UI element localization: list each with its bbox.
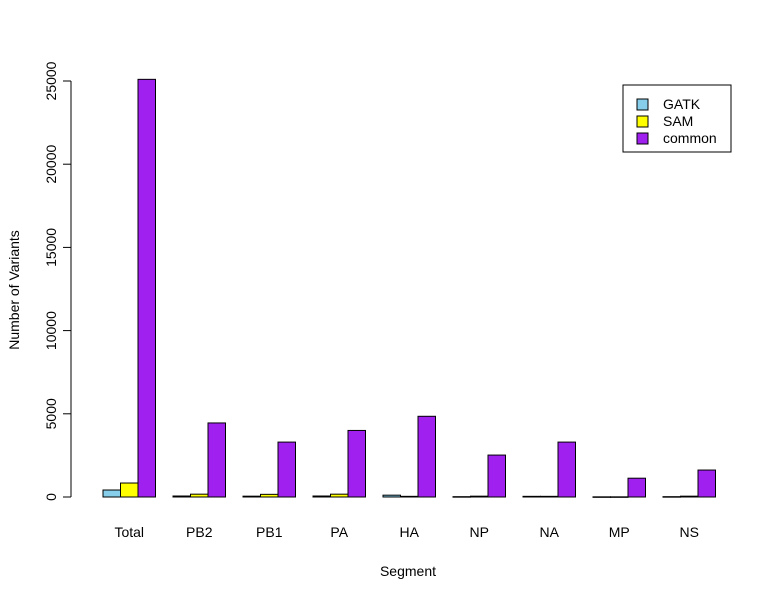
y-tick-label: 5000 — [43, 398, 59, 429]
x-tick-label: PB1 — [256, 524, 283, 540]
bars — [102, 78, 716, 498]
x-tick-label: NP — [470, 524, 489, 540]
legend-label-gatk: GATK — [663, 96, 701, 112]
bar-gatk-total — [102, 489, 121, 498]
bar-gatk-ha — [382, 494, 401, 498]
bar-gatk-pb2 — [172, 495, 191, 498]
bar-sam-na — [540, 495, 559, 498]
legend-swatch-sam — [636, 115, 649, 128]
legend-swatch-gatk — [636, 98, 649, 111]
bar-common-mp — [627, 477, 646, 498]
x-tick-label: NA — [540, 524, 560, 540]
x-axis-labels: Total PB2 PB1 PA HA NP NA MP NS — [114, 524, 699, 540]
bar-common-na — [557, 441, 576, 498]
bar-sam-mp — [610, 496, 629, 498]
y-tick-label: 25000 — [43, 61, 59, 100]
legend-label-common: common — [663, 130, 717, 146]
x-axis-title: Segment — [380, 563, 436, 579]
y-tick-label: 20000 — [43, 145, 59, 184]
bar-common-pa — [347, 429, 366, 498]
bar-common-pb2 — [207, 422, 226, 498]
bar-common-np — [487, 454, 506, 498]
bar-common-pb1 — [277, 441, 296, 498]
bar-sam-pb2 — [190, 493, 209, 498]
bar-common-ha — [417, 415, 436, 498]
bar-sam-pa — [330, 493, 349, 498]
bar-sam-ha — [400, 495, 419, 498]
bar-gatk-na — [522, 495, 541, 498]
y-tick-label: 15000 — [43, 228, 59, 267]
y-axis: 0 5000 10000 15000 20000 25000 — [43, 61, 72, 501]
bar-sam-np — [470, 495, 489, 498]
bar-gatk-ns — [662, 496, 681, 498]
y-axis-title: Number of Variants — [6, 230, 22, 350]
bar-sam-total — [120, 482, 139, 498]
bar-sam-pb1 — [260, 493, 279, 498]
bar-gatk-pa — [312, 495, 331, 498]
y-tick-label: 10000 — [43, 311, 59, 350]
x-tick-label: HA — [400, 524, 420, 540]
x-tick-label: PA — [330, 524, 348, 540]
x-tick-label: NS — [680, 524, 699, 540]
x-tick-label: Total — [114, 524, 144, 540]
x-tick-label: PB2 — [186, 524, 213, 540]
x-tick-label: MP — [609, 524, 630, 540]
bar-gatk-mp — [592, 496, 611, 498]
bar-gatk-np — [452, 496, 471, 498]
y-tick-label: 0 — [43, 493, 59, 501]
legend-swatch-common — [636, 132, 649, 145]
bar-gatk-pb1 — [242, 495, 261, 498]
bar-common-ns — [697, 469, 716, 498]
legend-label-sam: SAM — [663, 113, 693, 129]
bar-sam-ns — [680, 495, 699, 498]
bar-common-total — [137, 78, 156, 498]
